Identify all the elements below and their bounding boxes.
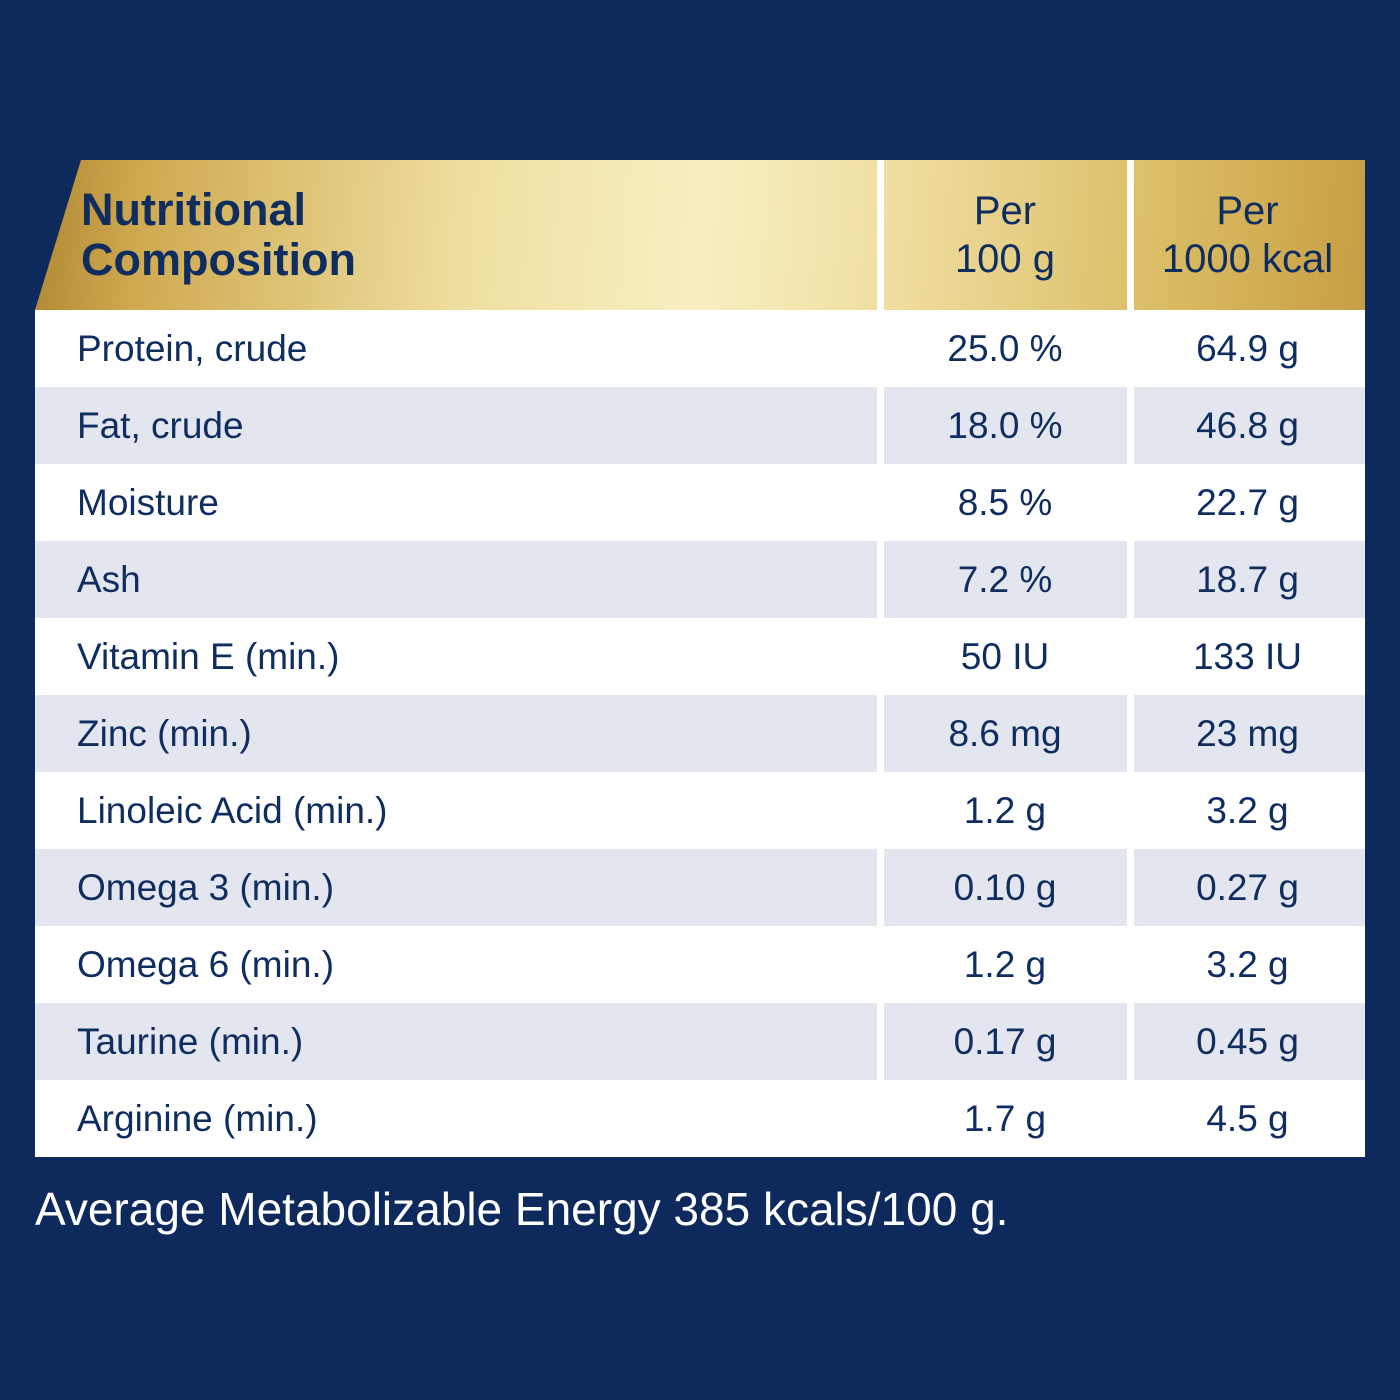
table-row: Linoleic Acid (min.) 1.2 g 3.2 g [35, 772, 1365, 849]
table-header: Nutritional Composition Per 100 g Per 10… [35, 160, 1365, 310]
table-row: Zinc (min.) 8.6 mg 23 mg [35, 695, 1365, 772]
table-row: Moisture 8.5 % 22.7 g [35, 464, 1365, 541]
row-value-per-1000kcal: 3.2 g [1206, 943, 1289, 985]
row-value-per-100g: 1.2 g [963, 789, 1047, 831]
table-row: Fat, crude 18.0 % 46.8 g [35, 387, 1365, 464]
row-label: Linoleic Acid (min.) [77, 789, 388, 831]
row-label: Ash [77, 558, 141, 600]
row-label: Taurine (min.) [77, 1020, 304, 1062]
row-label: Protein, crude [77, 327, 308, 369]
nutrition-table: Nutritional Composition Per 100 g Per 10… [35, 160, 1365, 1157]
row-label: Fat, crude [77, 404, 244, 446]
row-label: Omega 3 (min.) [77, 866, 335, 908]
row-value-per-1000kcal: 0.45 g [1196, 1020, 1299, 1062]
column-separator [877, 160, 884, 1157]
row-value-per-1000kcal: 4.5 g [1206, 1097, 1289, 1139]
table-row: Ash 7.2 % 18.7 g [35, 541, 1365, 618]
row-label: Arginine (min.) [77, 1097, 318, 1139]
row-value-per-1000kcal: 133 IU [1192, 635, 1302, 677]
row-label: Vitamin E (min.) [77, 635, 340, 677]
table-row: Taurine (min.) 0.17 g 0.45 g [35, 1003, 1365, 1080]
row-value-per-100g: 1.2 g [963, 943, 1047, 985]
row-value-per-100g: 0.17 g [953, 1020, 1057, 1062]
col-header-per-100g: Per 100 g [954, 189, 1056, 281]
row-label: Zinc (min.) [77, 712, 252, 754]
row-value-per-1000kcal: 18.7 g [1196, 558, 1299, 600]
column-separator [1127, 160, 1134, 1157]
row-value-per-100g: 0.10 g [953, 866, 1057, 908]
metabolizable-energy-note: Average Metabolizable Energy 385 kcals/1… [35, 1183, 1009, 1235]
table-title: Nutritional Composition [81, 183, 356, 285]
table-row: Vitamin E (min.) 50 IU 133 IU [35, 618, 1365, 695]
row-value-per-1000kcal: 64.9 g [1196, 327, 1299, 369]
table-row: Protein, crude 25.0 % 64.9 g [35, 310, 1365, 387]
row-value-per-100g: 25.0 % [947, 327, 1063, 369]
row-value-per-100g: 8.6 mg [948, 712, 1062, 754]
row-value-per-1000kcal: 0.27 g [1196, 866, 1299, 908]
row-value-per-100g: 18.0 % [947, 404, 1063, 446]
row-value-per-1000kcal: 23 mg [1196, 712, 1299, 754]
row-value-per-100g: 1.7 g [963, 1097, 1047, 1139]
row-label: Moisture [77, 481, 219, 523]
row-value-per-1000kcal: 46.8 g [1196, 404, 1299, 446]
row-value-per-100g: 7.2 % [957, 558, 1053, 600]
row-value-per-1000kcal: 22.7 g [1196, 481, 1299, 523]
table-row: Omega 3 (min.) 0.10 g 0.27 g [35, 849, 1365, 926]
row-value-per-1000kcal: 3.2 g [1206, 789, 1289, 831]
table-body: Protein, crude 25.0 % 64.9 g Fat, crude … [35, 310, 1365, 1157]
row-value-per-100g: 50 IU [960, 635, 1050, 677]
row-label: Omega 6 (min.) [77, 943, 335, 985]
col-header-per-1000kcal: Per 1000 kcal [1161, 189, 1334, 281]
row-value-per-100g: 8.5 % [957, 481, 1053, 523]
table-row: Omega 6 (min.) 1.2 g 3.2 g [35, 926, 1365, 1003]
table-row: Arginine (min.) 1.7 g 4.5 g [35, 1080, 1365, 1157]
